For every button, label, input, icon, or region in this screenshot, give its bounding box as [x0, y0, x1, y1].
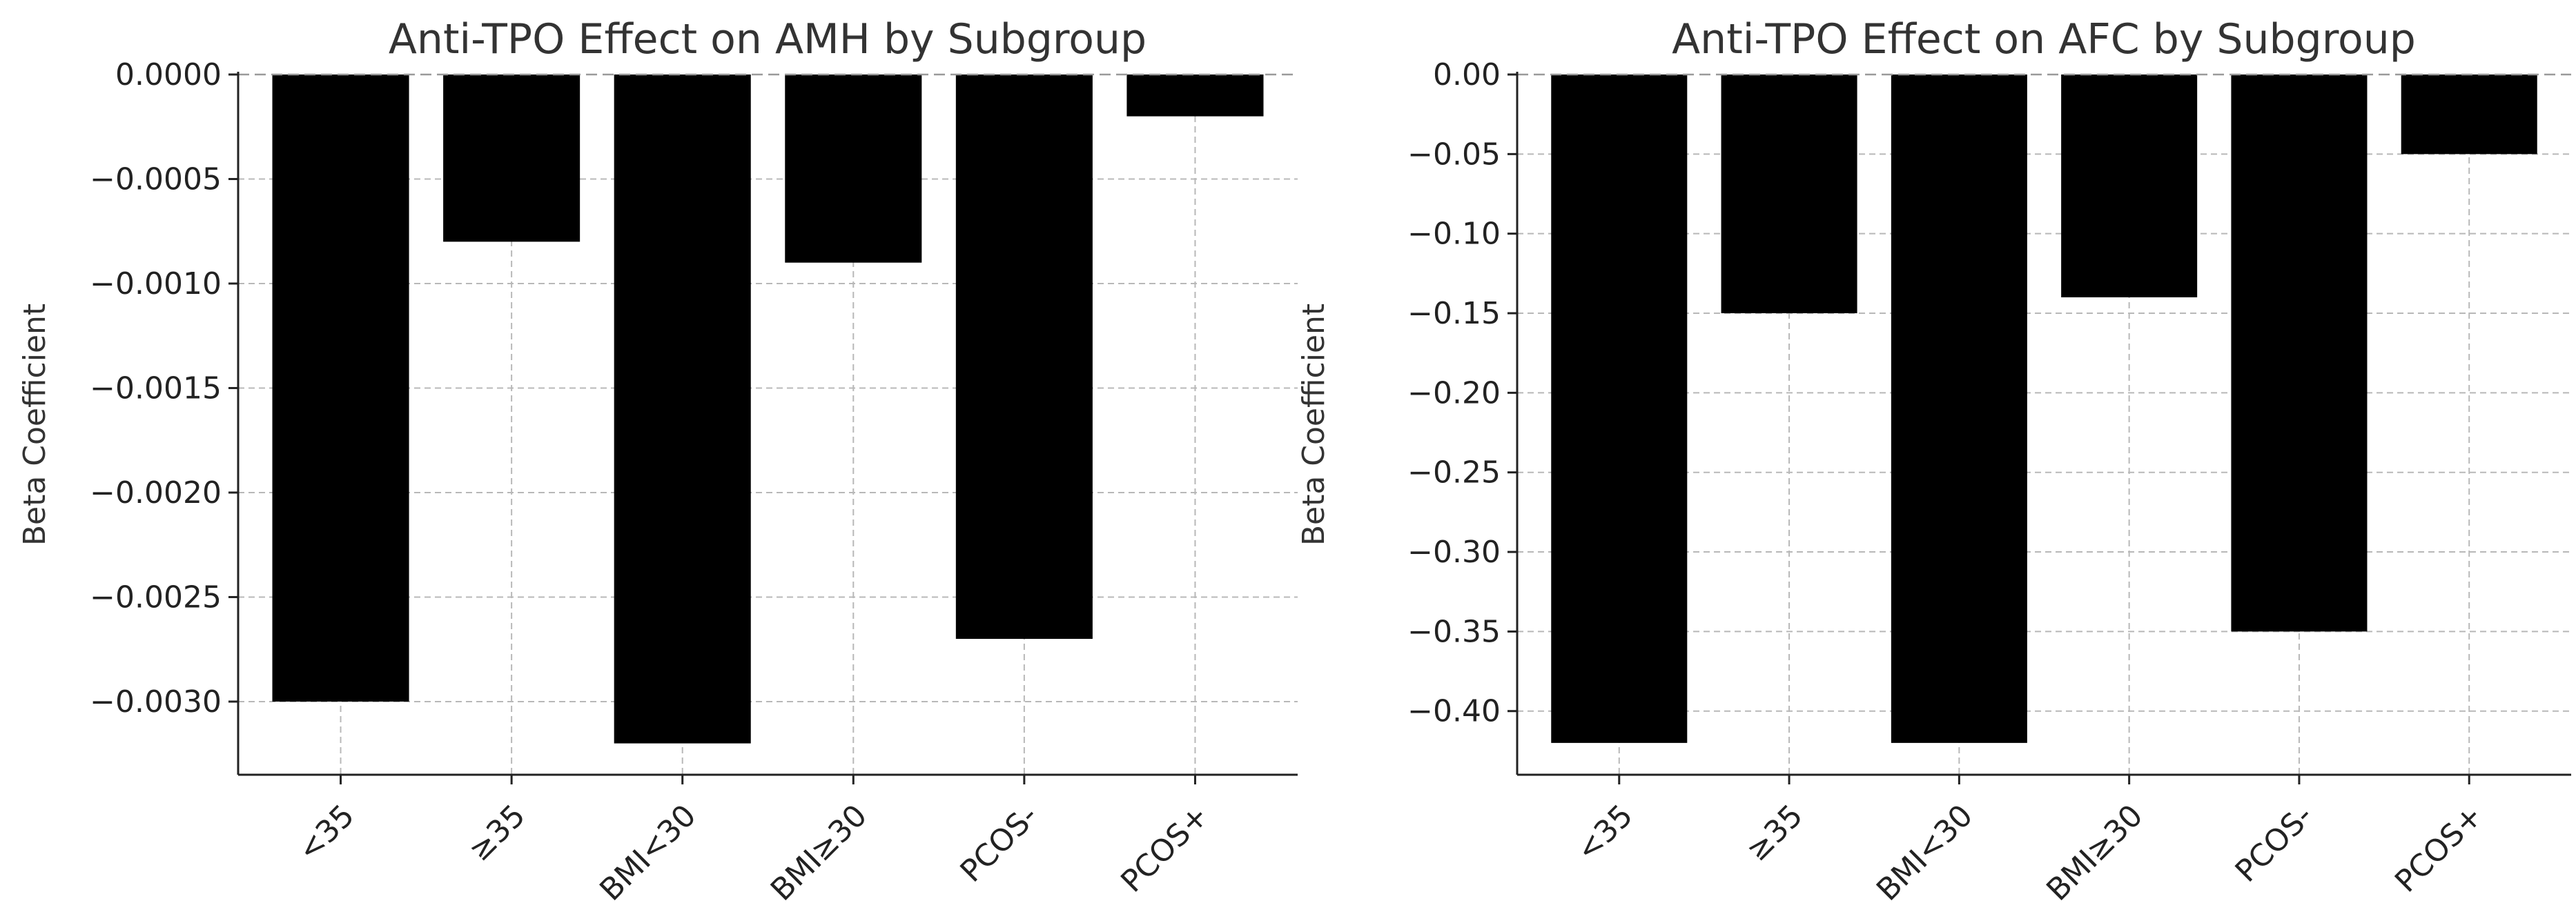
y-tick-label: −0.0030: [90, 684, 222, 720]
bar-pcos: [1126, 75, 1264, 117]
y-tick-label: −0.10: [1407, 217, 1501, 252]
bar-35: [272, 75, 409, 702]
x-tick-label: BMI≥30: [764, 798, 874, 908]
bar-bmi30: [1891, 75, 2027, 743]
bar-35: [1721, 75, 1857, 314]
y-axis-label: Beta Coefficient: [1296, 304, 1331, 546]
chart-panel-afc: Anti-TPO Effect on AFC by Subgroup Beta C…: [1296, 15, 2571, 908]
y-tick-label: −0.35: [1407, 614, 1501, 649]
bar-bmi30: [614, 75, 751, 744]
y-tick-label: −0.40: [1407, 694, 1501, 729]
bar-bmi30: [785, 75, 922, 263]
x-tick-label: PCOS-: [2229, 798, 2320, 889]
x-tick-label: PCOS+: [1114, 798, 1216, 900]
y-tick-label: −0.05: [1407, 137, 1501, 172]
y-axis-label: Beta Coefficient: [17, 304, 52, 546]
chart-title: Anti-TPO Effect on AMH by Subgroup: [389, 15, 1146, 63]
y-tick-label: −0.0025: [90, 580, 222, 615]
y-tick-label: −0.30: [1407, 535, 1501, 570]
y-tick-label: −0.15: [1407, 296, 1501, 331]
bar-35: [443, 75, 580, 242]
x-tick-label: BMI≥30: [2040, 798, 2149, 908]
bar-pcos: [955, 75, 1093, 640]
x-tick-label: <35: [291, 798, 362, 869]
x-tick-label: ≥35: [1739, 798, 1810, 869]
y-tick-label: −0.25: [1407, 455, 1501, 491]
bar-pcos: [2231, 75, 2368, 632]
bar-pcos: [2401, 75, 2537, 155]
y-tick-label: 0.00: [1433, 57, 1501, 92]
bar-35: [1551, 75, 1688, 743]
y-tick-label: −0.20: [1407, 375, 1501, 410]
x-tick-label: PCOS+: [2388, 798, 2490, 900]
bar-bmi30: [2061, 75, 2198, 297]
y-tick-label: 0.0000: [115, 57, 222, 92]
y-tick-label: −0.0010: [90, 266, 222, 301]
x-tick-label: PCOS-: [954, 798, 1045, 889]
x-tick-label: BMI<30: [1870, 798, 1980, 908]
y-tick-label: −0.0020: [90, 475, 222, 511]
chart-title: Anti-TPO Effect on AFC by Subgroup: [1672, 15, 2416, 63]
chart-panel-amh: Anti-TPO Effect on AMH by Subgroup Beta C…: [17, 15, 1298, 908]
x-tick-label: <35: [1570, 798, 1640, 869]
x-tick-label: ≥35: [462, 798, 532, 869]
y-tick-label: −0.0005: [90, 161, 222, 197]
y-tick-label: −0.0015: [90, 370, 222, 406]
x-tick-label: BMI<30: [593, 798, 703, 908]
